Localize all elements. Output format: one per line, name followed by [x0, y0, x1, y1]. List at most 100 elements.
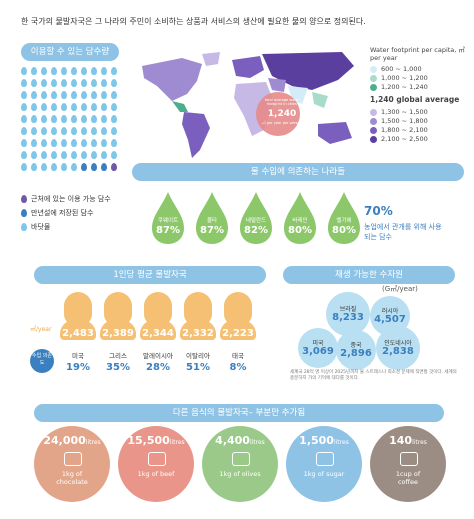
legend-label: 1,240 global average	[370, 95, 460, 104]
renewable-bubble: 미국 3,069	[298, 328, 338, 368]
water-drop-icon	[111, 103, 117, 111]
food-amount: 4,400litres	[202, 434, 278, 447]
renewable-value: 4,507	[374, 314, 406, 325]
renewable-bubble: 중국 2,896	[336, 330, 376, 370]
food-amount-unit: litres	[333, 439, 349, 446]
renewable-country: 중국	[350, 342, 362, 349]
legend-label: 600 ~ 1,000	[381, 65, 422, 73]
food-amount-unit: litres	[249, 439, 265, 446]
water-drop-icon	[61, 79, 67, 87]
per-capita-item: 2,332 이탈리아 51%	[178, 292, 218, 382]
water-drop-icon	[21, 91, 27, 99]
water-drop-icon	[41, 103, 47, 111]
food-item-label: 1kg of beef	[137, 470, 175, 478]
food-circle: 4,400litres 1kg of olives	[202, 426, 278, 502]
import-country-pct: 80%	[332, 225, 356, 236]
map-legend-item: 1,200 ~ 1,240	[370, 83, 470, 91]
water-drop-icon	[91, 103, 97, 111]
import-country-pct: 87%	[200, 225, 224, 236]
water-drop-icon	[81, 151, 87, 159]
renewable-country: 미국	[312, 340, 324, 347]
water-drop-icon	[81, 115, 87, 123]
water-drop-icon	[101, 91, 107, 99]
import-country-drop: 벨기에 80%	[326, 190, 362, 246]
water-legend-label: 근처에 있는 이용 가능 담수	[31, 195, 111, 203]
per-capita-country: 그리스	[109, 352, 127, 360]
food-circle: 140litres 1cup of coffee	[370, 426, 446, 502]
food-amount-unit: litres	[169, 439, 185, 446]
map-legend-title: Water footprint per capita, ㎥ per year	[370, 46, 465, 62]
water-drop-icon	[61, 139, 67, 147]
water-drop-icon	[21, 139, 27, 147]
renewable-unit: (G㎥/year)	[382, 285, 418, 293]
legend-swatch	[370, 74, 377, 82]
water-drop-icon	[51, 139, 57, 147]
per-capita-item: 2,389 그리스 35%	[98, 292, 138, 382]
legend-label: 2,100 ~ 2,500	[381, 135, 428, 143]
map-callout-label: total average water footprint in cities	[264, 98, 300, 106]
per-capita-value: 2,389	[102, 328, 134, 339]
legend-swatch	[370, 135, 377, 143]
per-capita-unit: ㎥/year	[30, 326, 52, 333]
water-drop-icon	[81, 127, 87, 135]
water-drop-icon	[81, 139, 87, 147]
import-country-drop: 바레인 80%	[282, 190, 318, 246]
per-capita-banner: 1인당 평균 물발자국	[34, 266, 266, 284]
water-drop-icon	[101, 163, 107, 171]
water-drop-icon	[51, 151, 57, 159]
water-drop-icon	[101, 67, 107, 75]
food-icon	[400, 452, 418, 466]
renewable-note: 세계국 28억 명 이상이 2025년까지 물 스트레스나 희소성 문제에 직면…	[290, 370, 457, 381]
map-south-america	[182, 112, 210, 158]
water-drop-icon	[91, 163, 97, 171]
legend-swatch	[370, 108, 377, 116]
intro-text: 한 국가의 물발자국은 그 나라의 주민이 소비하는 상품과 서비스의 생산에 …	[21, 17, 366, 26]
shoulders-icon	[100, 320, 136, 340]
map-greenland	[202, 52, 220, 66]
water-drops-grid	[21, 67, 121, 179]
import-banner: 물 수입에 의존하는 나라들	[132, 163, 464, 181]
water-drop-icon	[71, 67, 77, 75]
water-drop-icon	[21, 151, 27, 159]
import-countries: 쿠웨이트 87% 몰타 87% 네덜란드 82% 바레인 80% 벨기에 80%	[132, 190, 362, 246]
import-country-pct: 87%	[156, 225, 180, 236]
food-amount-value: 24,000	[43, 434, 86, 447]
per-capita-pct: 19%	[66, 362, 90, 373]
food-circle: 1,500litres 1kg of sugar	[286, 426, 362, 502]
water-drop-icon	[71, 151, 77, 159]
import-country-name: 몰타	[206, 218, 218, 224]
map-callout-circle	[256, 92, 300, 136]
per-capita-pct: 51%	[186, 362, 210, 373]
per-capita-country: 이탈리아	[186, 352, 210, 360]
water-drop-icon	[91, 139, 97, 147]
water-drop-icon	[31, 91, 37, 99]
per-capita-value: 2,483	[62, 328, 94, 339]
map-north-america	[142, 58, 202, 101]
legend-swatch	[370, 65, 377, 73]
renewable-value: 8,233	[332, 312, 364, 323]
water-drop-icon	[111, 151, 117, 159]
renewable-bubbles: 브라질 8,233 러시아 4,507 미국 3,069 중국 2,896 인도네시아 2,838	[288, 290, 460, 370]
water-drop-icon	[41, 139, 47, 147]
water-drop-icon	[111, 79, 117, 87]
food-amount-value: 140	[389, 434, 413, 447]
food-circle: 15,500litres 1kg of beef	[118, 426, 194, 502]
water-drop-icon	[21, 223, 27, 231]
map-legend-item: 1,800 ~ 2,100	[370, 126, 470, 134]
legend-swatch	[370, 117, 377, 125]
renewable-value: 3,069	[302, 346, 334, 357]
water-drop-icon	[71, 91, 77, 99]
water-drop-icon	[111, 163, 117, 171]
water-drop-icon	[41, 115, 47, 123]
map-legend-item: 1,240 global average	[370, 95, 470, 104]
import-country-drop: 몰타 87%	[194, 190, 230, 246]
per-capita-value: 2,223	[222, 328, 254, 339]
drop-shape	[240, 192, 272, 244]
water-drop-icon	[101, 79, 107, 87]
water-drop-icon	[71, 127, 77, 135]
water-drop-icon	[41, 67, 47, 75]
map-middle-east	[268, 78, 286, 92]
water-drop-icon	[41, 79, 47, 87]
import-country-pct: 82%	[244, 225, 268, 236]
water-drop-icon	[51, 103, 57, 111]
